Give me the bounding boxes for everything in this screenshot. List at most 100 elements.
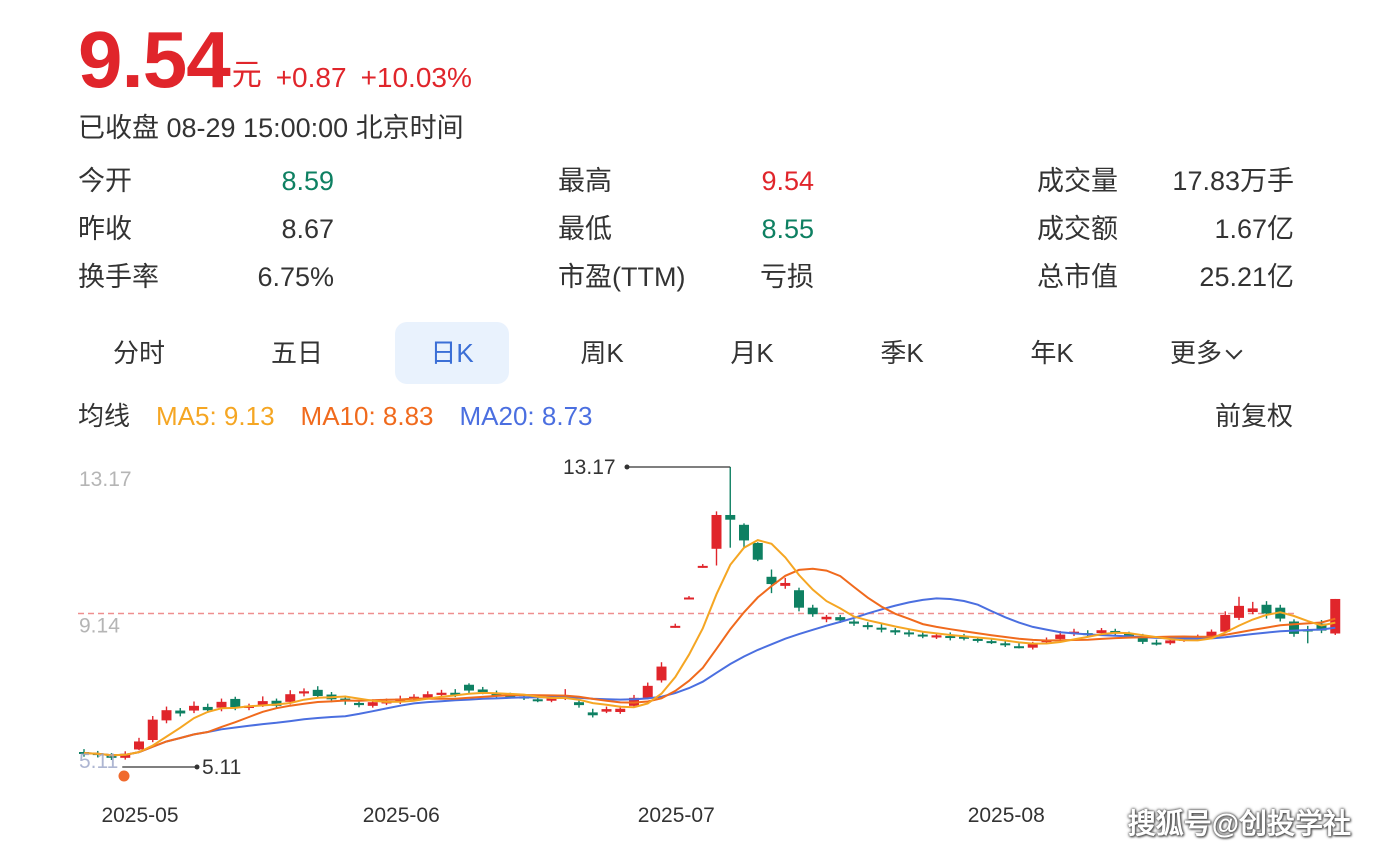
tab-more-label: 更多 [1169, 338, 1222, 368]
candle-body [464, 684, 474, 691]
candle-body [79, 752, 89, 755]
candle-body [642, 685, 653, 698]
stat-label-prev-close: 昨收 [78, 214, 132, 244]
candle-body [876, 627, 887, 630]
candle-body [821, 616, 832, 620]
candle-body [147, 719, 158, 741]
candle-body [257, 701, 268, 706]
current-price: 9.54 [78, 15, 231, 104]
candle-body [849, 621, 859, 624]
candle-body [1151, 642, 1162, 645]
candle-body [945, 636, 956, 639]
candle-body [532, 699, 543, 702]
tab-five-day[interactable]: 五日 [270, 338, 323, 368]
candle-body [1096, 630, 1107, 634]
candle-body [890, 630, 901, 633]
candle-body [477, 689, 488, 693]
market-status: 已收盘 08-29 15:00:00 北京时间 [78, 113, 464, 143]
tab-monthly-k[interactable]: 月K [730, 338, 774, 368]
stat-value-pe: 亏损 [760, 262, 814, 292]
tab-weekly-k[interactable]: 周K [580, 338, 624, 368]
candle-body [1137, 636, 1148, 642]
tab-daily-k[interactable]: 日K [395, 322, 509, 384]
candle-body [299, 691, 309, 694]
stat-value-low: 8.55 [761, 214, 814, 244]
watermark: 搜狐号@创投学社 [1127, 808, 1351, 839]
stat-value-turnover: 1.67亿 [1214, 214, 1294, 244]
y-tick-label: 9.14 [79, 615, 120, 638]
candle-body [835, 617, 846, 621]
stat-value-prev-close: 8.67 [281, 214, 334, 244]
candle-body [367, 702, 378, 706]
candle-body [1027, 644, 1038, 648]
candle-body [546, 698, 557, 701]
ma-legend: 均线 MA5: 9.13 MA10: 8.83 MA20: 8.73 [78, 398, 619, 434]
candle-body [1000, 643, 1011, 646]
adjust-toggle[interactable]: 前复权 [1214, 401, 1293, 431]
price-change: +0.87 [275, 62, 347, 93]
candle-body [766, 576, 777, 585]
x-tick-label: 2025-05 [101, 804, 178, 827]
candle-body [216, 701, 227, 708]
candle-body [230, 698, 241, 709]
candle-body [202, 706, 213, 711]
tab-quarterly-k[interactable]: 季K [880, 338, 924, 368]
candle-body [505, 695, 516, 698]
candle-body [1289, 621, 1299, 634]
tab-yearly-k[interactable]: 年K [1030, 338, 1074, 368]
candle-body [1261, 604, 1272, 614]
ma10-value: MA10: 8.83 [300, 401, 434, 431]
tab-more[interactable]: 更多 [1148, 322, 1262, 384]
candle-body [739, 524, 749, 541]
price-header: 9.54 元 +0.87 +10.03% [78, 18, 472, 100]
candle-body [931, 635, 942, 638]
candle-body [1316, 623, 1327, 631]
candle-body [725, 514, 736, 520]
candle-body [1055, 634, 1066, 639]
candle-body [656, 666, 667, 681]
ma10-line [83, 567, 1336, 757]
candle-body [670, 625, 681, 628]
y-tick-label: 13.17 [79, 468, 132, 491]
candle-body [271, 700, 282, 706]
stat-label-market-cap: 总市值 [1037, 262, 1118, 292]
candle-body [574, 702, 584, 706]
candle-body [120, 753, 131, 758]
candle-body [1206, 631, 1217, 637]
stat-value-turnover-rate: 6.75% [257, 262, 334, 292]
tab-intraday[interactable]: 分时 [112, 338, 165, 368]
candle-body [354, 702, 364, 706]
ma20-value: MA20: 8.73 [459, 401, 593, 431]
candle-body [1165, 640, 1176, 644]
stat-value-open: 8.59 [281, 166, 334, 196]
candle-body [1330, 598, 1341, 634]
x-tick-label: 2025-07 [638, 804, 715, 827]
candle-body [450, 692, 461, 695]
price-change-pct: +10.03% [360, 62, 472, 93]
candle-body [986, 641, 997, 644]
candle-body [917, 634, 928, 637]
x-tick-label: 2025-08 [968, 804, 1045, 827]
stat-label-low: 最低 [558, 214, 612, 244]
candle-body [1220, 614, 1231, 632]
candle-body [972, 638, 983, 641]
candle-body [780, 582, 791, 586]
candle-body [807, 607, 818, 615]
stat-value-volume: 17.83万手 [1172, 166, 1294, 196]
y-tick-label-low: 5.11 [79, 750, 118, 773]
candle-body [862, 625, 873, 628]
candle-body [1124, 633, 1134, 637]
candle-body [189, 705, 199, 711]
max-leader-dot [624, 464, 630, 470]
min-value-label: 5.11 [202, 756, 241, 779]
period-tabs: 分时 五日 日K 周K 月K 季K 年K 更多 [78, 322, 1300, 384]
candle-body [312, 689, 323, 697]
candle-body [794, 590, 804, 608]
stat-label-volume: 成交量 [1037, 166, 1118, 196]
stat-label-pe: 市盈(TTM) [558, 262, 686, 292]
price-unit: 元 [231, 59, 262, 92]
max-value-label: 13.17 [563, 456, 616, 479]
ma20-line [83, 597, 1336, 757]
candle-body [711, 514, 722, 549]
